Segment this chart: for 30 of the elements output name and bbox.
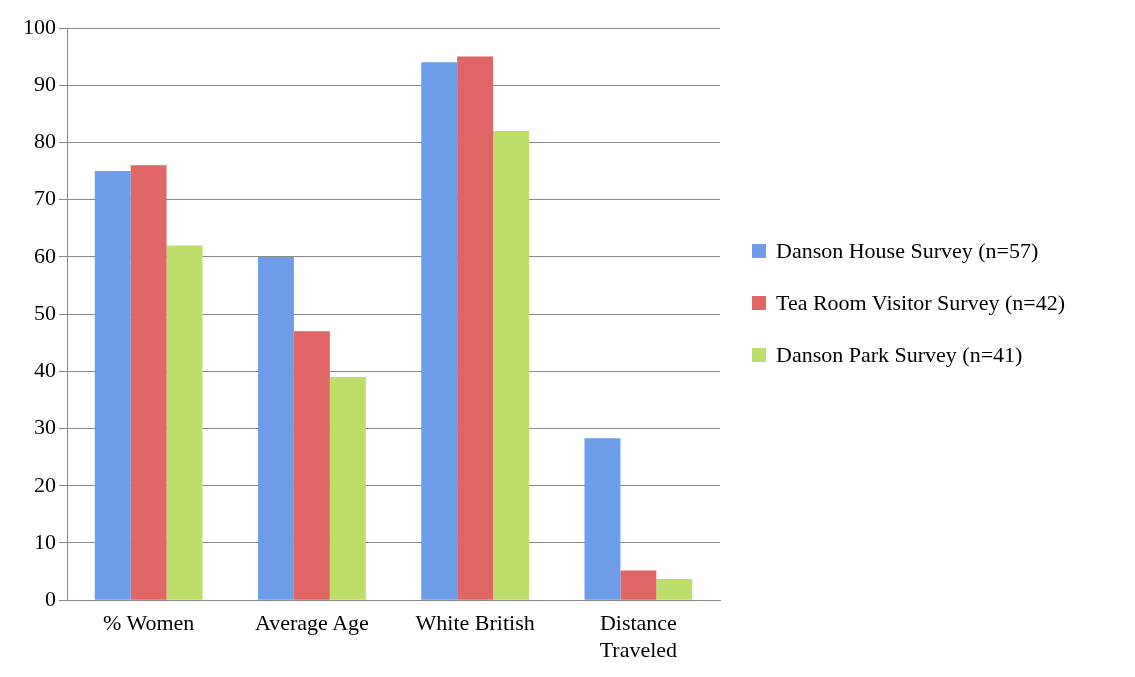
x-tick-label: Average Age	[254, 610, 369, 636]
bar	[258, 256, 294, 600]
y-tick-label: 20	[34, 471, 56, 497]
bar	[457, 56, 494, 600]
bar	[584, 438, 621, 600]
x-tick-label: Distance Traveled	[599, 610, 678, 662]
y-tick-label: 50	[34, 299, 56, 325]
y-tick-label: 70	[34, 185, 56, 211]
bar	[293, 331, 330, 600]
bar	[130, 165, 167, 600]
legend-label: Tea Room Visitor Survey (n=42)	[776, 289, 1065, 317]
y-tick-label: 80	[34, 128, 56, 154]
y-tick-label: 60	[34, 242, 56, 268]
bar	[421, 62, 458, 600]
y-tick-label: 40	[34, 357, 56, 383]
legend-label: Danson Park Survey (n=41)	[776, 341, 1023, 369]
y-tick-label: 0	[45, 585, 56, 611]
y-tick-label: 90	[34, 71, 56, 96]
bar	[329, 377, 366, 600]
x-tick-label: % Women	[102, 610, 195, 636]
y-tick-label: 100	[23, 13, 56, 39]
bar	[166, 245, 203, 600]
legend-label: Danson House Survey (n=57)	[776, 237, 1039, 265]
bar	[493, 131, 529, 600]
y-tick-label: 10	[34, 528, 56, 554]
y-tick-label: 30	[34, 414, 56, 440]
bar	[620, 570, 657, 600]
x-tick-label: White British	[415, 610, 535, 636]
bar	[94, 171, 131, 600]
bar	[656, 579, 693, 600]
